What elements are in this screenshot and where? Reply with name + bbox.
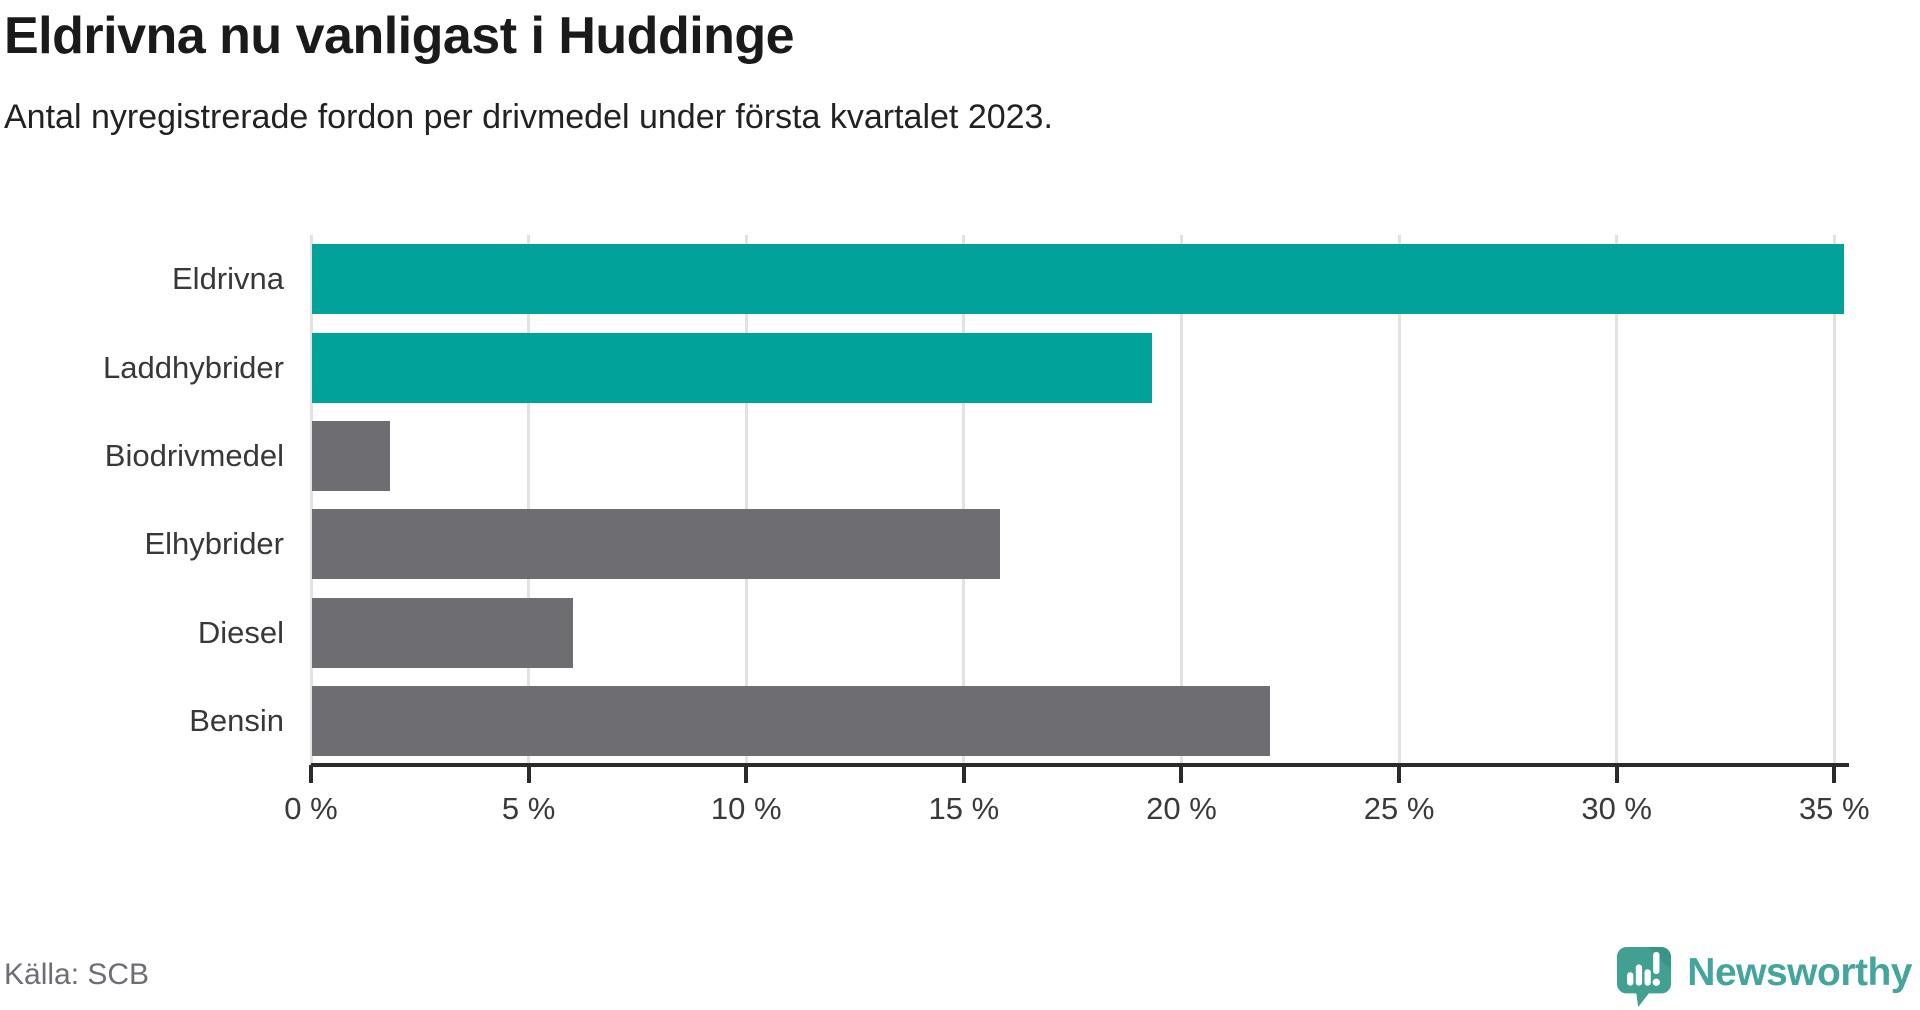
newsworthy-logo: Newsworthy — [1615, 944, 1912, 1010]
x-axis-tick — [1832, 765, 1837, 783]
x-axis-tick — [1614, 765, 1619, 783]
x-axis-tick-label: 25 % — [1363, 791, 1435, 826]
category-label: Eldrivna — [172, 261, 284, 297]
category-label: Elhybrider — [144, 526, 284, 562]
source-note: Källa: SCB — [4, 958, 150, 991]
bar-eldrivna — [312, 244, 1844, 315]
gridline — [1832, 235, 1836, 765]
bar-diesel — [312, 597, 574, 668]
category-label: Biodrivmedel — [104, 437, 284, 473]
category-axis: Eldrivna Laddhybrider Biodrivmedel Elhybrid… — [0, 235, 284, 765]
bar-chart-plot-area: 0 % 5 % 10 % 15 % 20 % 25 % 30 % 35 % — [284, 235, 1870, 826]
category-label: Diesel — [197, 614, 284, 650]
x-axis-tick — [309, 765, 313, 783]
newsworthy-bubble-icon — [1617, 947, 1672, 1007]
bar-elhybrider — [312, 509, 1000, 580]
category-label: Bensin — [189, 702, 284, 738]
x-axis-line — [311, 763, 1849, 767]
gridline — [527, 235, 531, 765]
chart-subtitle: Antal nyregistrerade fordon per drivmede… — [4, 98, 1053, 136]
x-axis-tick-label: 10 % — [710, 791, 782, 826]
gridline — [1179, 235, 1183, 765]
newsworthy-wordmark: Newsworthy — [1687, 951, 1912, 994]
gridline — [1615, 235, 1619, 765]
gridline — [962, 235, 966, 765]
bar-bensin — [312, 685, 1270, 756]
x-axis-tick — [1179, 765, 1184, 783]
x-axis-tick-label: 20 % — [1146, 791, 1217, 826]
bar-laddhybrider — [312, 332, 1152, 403]
gridline — [744, 235, 748, 765]
x-axis-tick — [744, 765, 749, 783]
bar-biodrivmedel — [312, 420, 391, 491]
x-axis-tick-label: 5 % — [501, 791, 556, 826]
category-label: Laddhybrider — [103, 349, 284, 385]
x-axis-tick-label: 30 % — [1581, 791, 1653, 826]
x-axis-tick-label: 15 % — [928, 791, 1000, 826]
chart-title: Eldrivna nu vanligast i Huddinge — [4, 7, 795, 65]
x-axis-tick — [1397, 765, 1402, 783]
x-axis-tick-label: 0 % — [284, 791, 338, 826]
gridline — [1397, 235, 1401, 765]
x-axis-tick-label: 35 % — [1798, 791, 1870, 826]
x-axis-tick — [961, 765, 966, 783]
x-axis-tick — [526, 765, 531, 783]
gridline — [309, 235, 313, 765]
